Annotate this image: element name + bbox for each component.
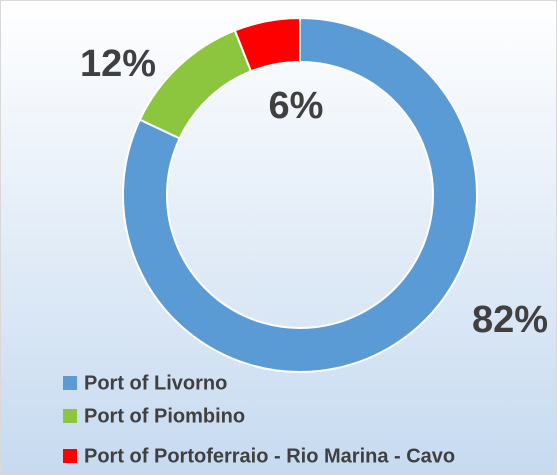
value-label: 12%: [80, 43, 156, 85]
legend-swatch: [63, 376, 77, 390]
donut-segment: [122, 16, 478, 373]
legend-swatch: [63, 409, 77, 423]
legend-swatch: [63, 449, 77, 463]
legend-label: Port of Livorno: [84, 372, 227, 394]
value-label: 82%: [472, 299, 548, 341]
legend-label: Port of Piombino: [84, 405, 245, 427]
legend-label: Port of Portoferraio - Rio Marina - Cavo: [84, 445, 455, 467]
donut-segment: [233, 16, 301, 73]
value-label: 6%: [269, 85, 324, 127]
